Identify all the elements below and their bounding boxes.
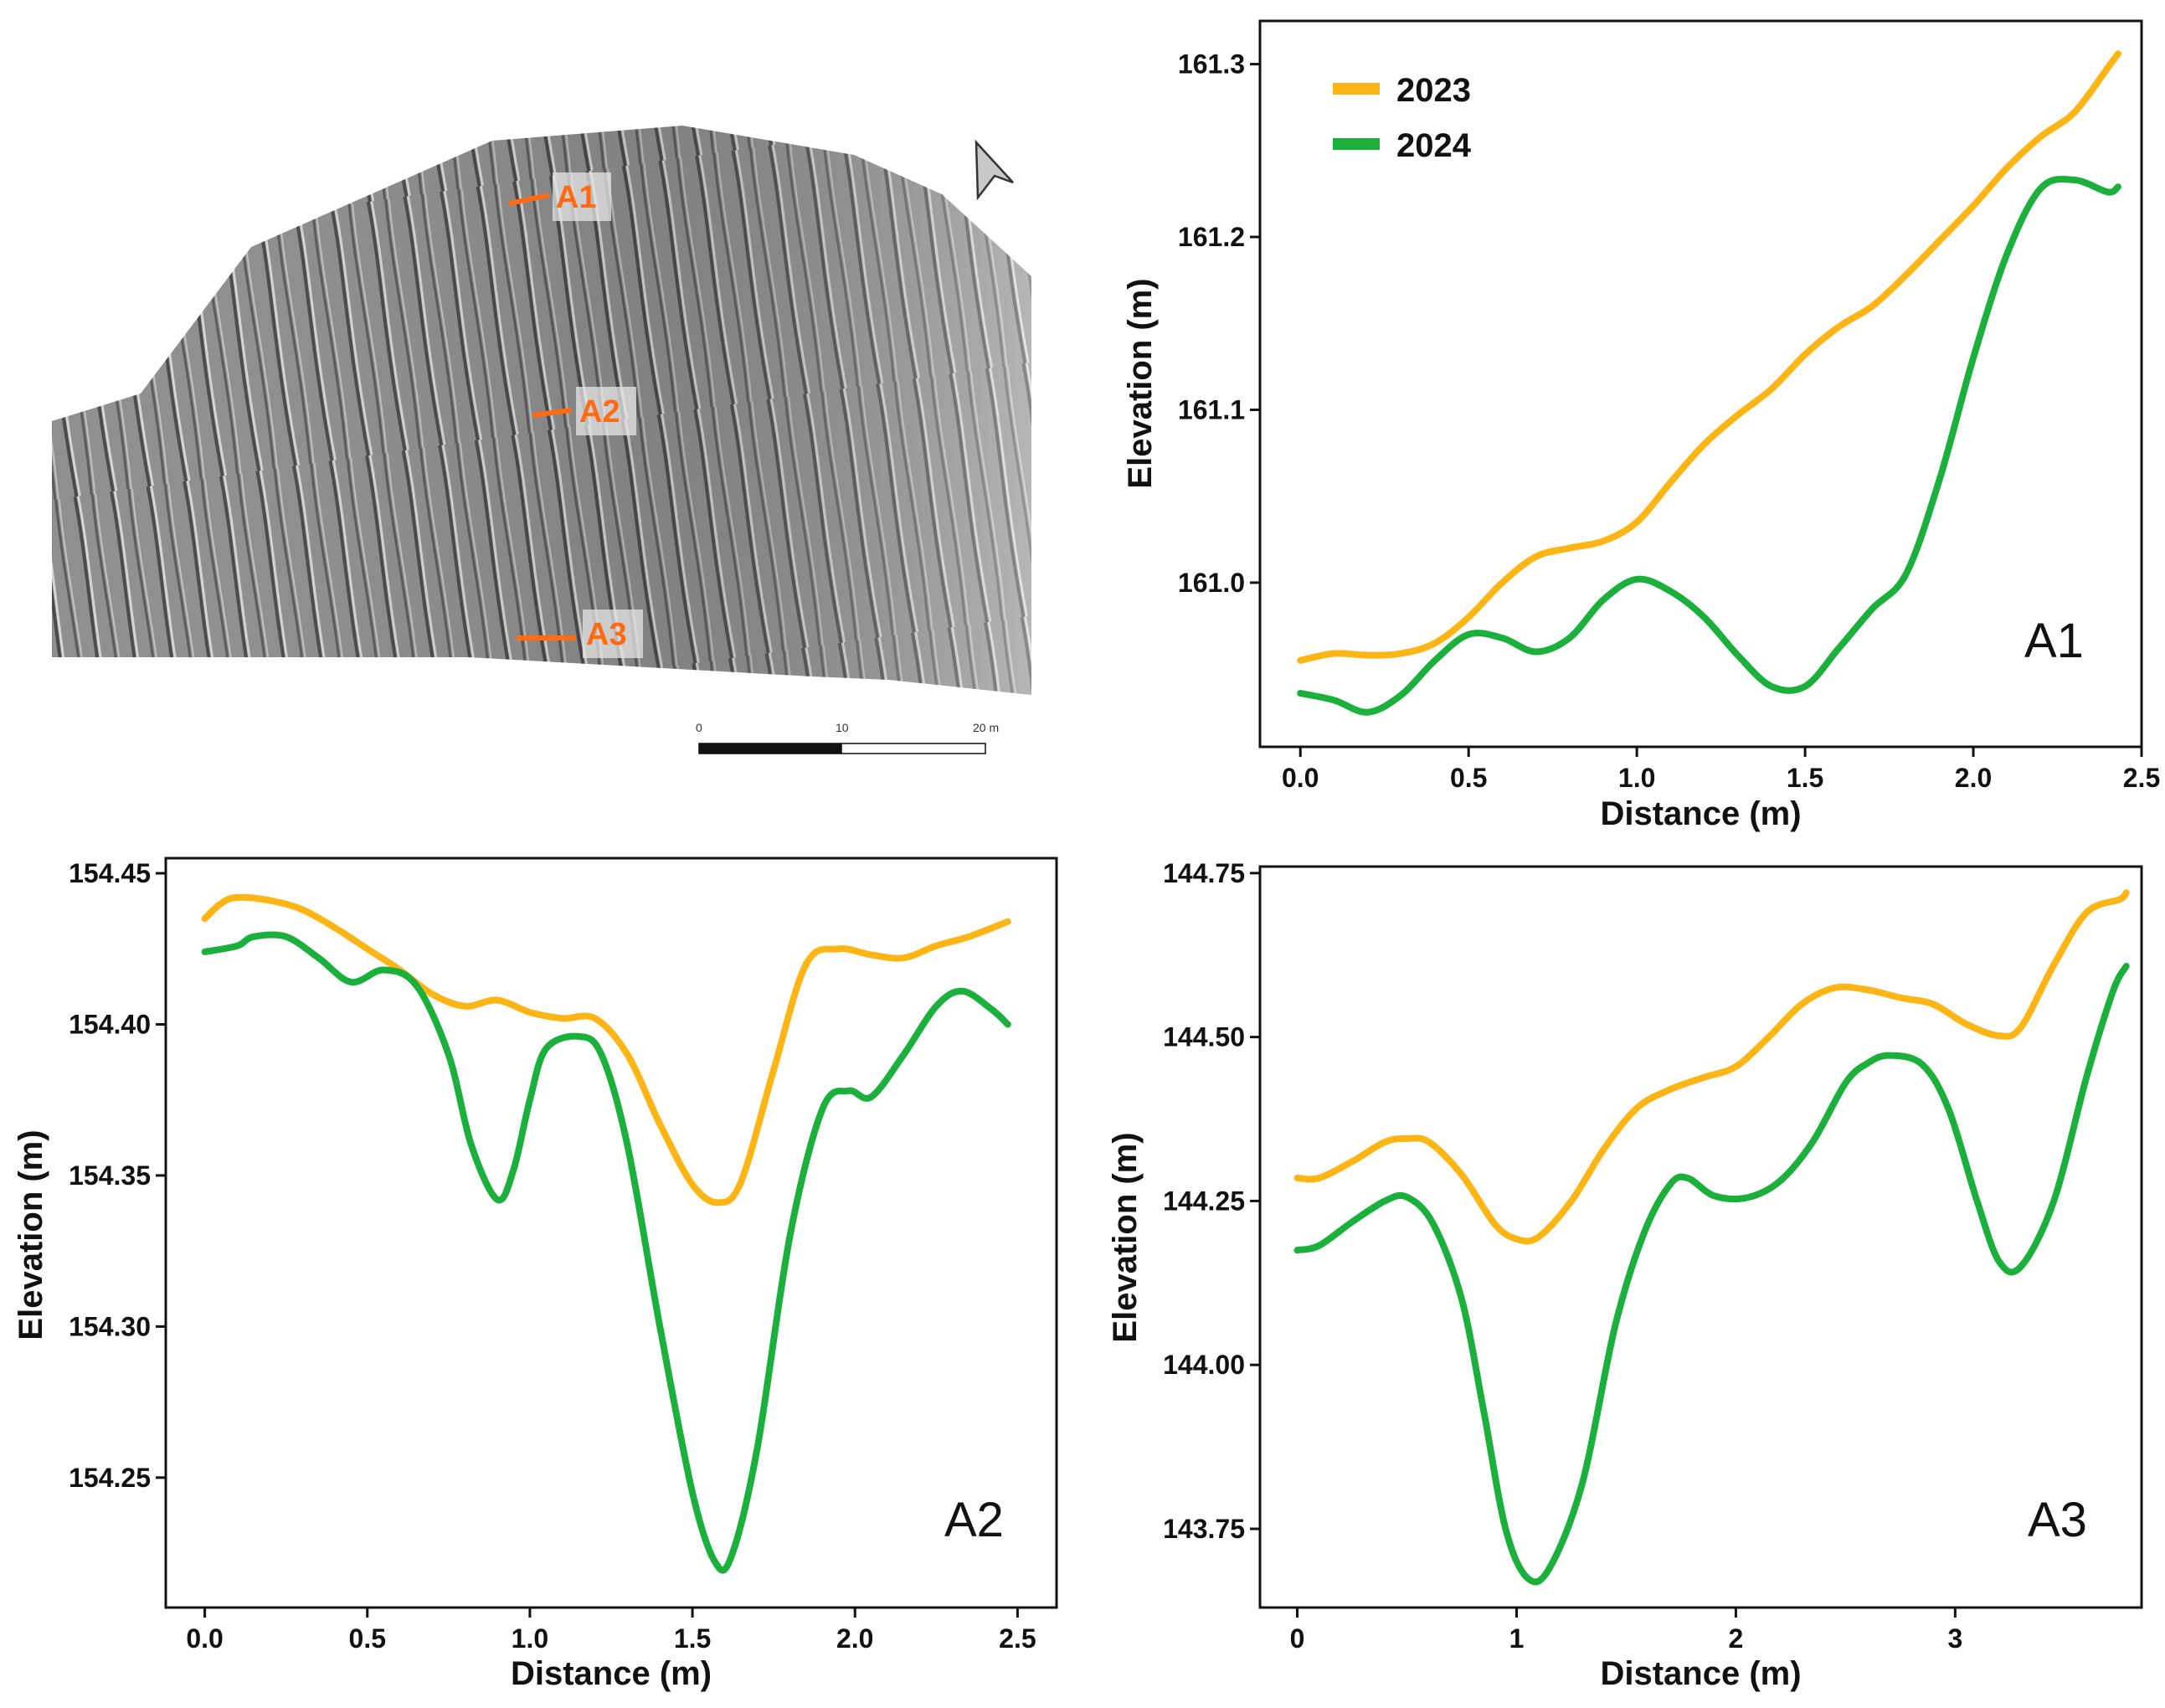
map-label-a1: A1 — [556, 180, 597, 215]
y-tick-label-a3-0: 143.75 — [1163, 1514, 1245, 1544]
x-tick-label-a2-0: 0.0 — [186, 1623, 223, 1654]
map-panel: A1 A2 A3 0 10 20 m — [52, 126, 1031, 754]
series-line-a3-2023 — [1293, 889, 2130, 1245]
scale-bar: 0 10 20 m — [696, 721, 999, 754]
series-line-a2-2024 — [201, 931, 1011, 1574]
series-line-a1-2024 — [1297, 175, 2121, 716]
chart-panel-a3: 0 1 2 3 143.75 144.00 144.25 144.50 144.75 Distan… — [1107, 858, 2143, 1692]
map-label-a2: A2 — [579, 394, 620, 430]
profile-line-a1 — [508, 193, 550, 206]
x-tick-label-a1-5: 2.5 — [2123, 763, 2160, 793]
y-tick-label-a1-3: 161.3 — [1178, 49, 1245, 80]
y-tick-label-a3-4: 144.75 — [1163, 858, 1245, 888]
legend: 2023 2024 — [1333, 72, 1472, 164]
map-label-box-a3 — [583, 610, 643, 658]
y-tick-label-a1-2: 161.2 — [1178, 222, 1245, 252]
panel-label-a1: A1 — [2024, 614, 2084, 668]
x-tick-label-a1-4: 2.0 — [1955, 763, 1992, 793]
profile-line-a2 — [532, 408, 572, 418]
x-tick-label-a2-3: 1.5 — [674, 1623, 711, 1654]
x-tick-label-a1-1: 0.5 — [1450, 763, 1487, 793]
x-tick-label-a2-5: 2.5 — [999, 1623, 1036, 1654]
plot-frame-a3 — [1258, 865, 2143, 1609]
scale-bar-white — [841, 743, 986, 754]
x-tick-label-a1-3: 1.5 — [1787, 763, 1823, 793]
chart-panel-a1: 0.0 0.5 1.0 1.5 2.0 2.5 161.0 161.1 161.2 161.3 Di… — [1122, 19, 2160, 832]
y-axis-label-a3: Elevation (m) — [1107, 1132, 1144, 1342]
scale-tick-0: 0 — [696, 721, 702, 734]
x-tick-label-a2-1: 0.5 — [349, 1623, 386, 1654]
panel-label-a3: A3 — [2028, 1493, 2087, 1547]
x-axis-label-a1: Distance (m) — [1600, 795, 1801, 832]
series-line-a3-2024 — [1293, 963, 2130, 1586]
series-line-a1-2023 — [1297, 50, 2121, 664]
y-tick-label-a2-4: 154.45 — [69, 858, 151, 888]
hillshade-overlay — [52, 126, 1031, 695]
x-tick-label-a3-2: 2 — [1729, 1623, 1744, 1654]
x-tick-label-a2-2: 1.0 — [512, 1623, 548, 1654]
x-tick-label-a3-1: 1 — [1509, 1623, 1525, 1654]
x-tick-label-a3-0: 0 — [1290, 1623, 1305, 1654]
y-tick-label-a3-1: 144.00 — [1163, 1350, 1245, 1380]
y-tick-label-a1-0: 161.0 — [1178, 568, 1245, 598]
x-tick-label-a1-2: 1.0 — [1618, 763, 1655, 793]
y-tick-label-a2-3: 154.40 — [69, 1009, 151, 1039]
legend-label-2023: 2023 — [1396, 72, 1471, 109]
plot-frame-a2 — [164, 857, 1058, 1609]
map-label-box-a1 — [553, 172, 611, 221]
chart-panel-a2: 0.0 0.5 1.0 1.5 2.0 2.5 154.25 154.30 154.35 154.… — [13, 857, 1058, 1692]
scale-tick-20m: 20 m — [973, 721, 999, 734]
x-tick-label-a3-3: 3 — [1947, 1623, 1962, 1654]
y-tick-label-a3-3: 144.50 — [1163, 1022, 1245, 1052]
plot-frame-a1 — [1258, 19, 2143, 749]
y-axis-label-a2: Elevation (m) — [13, 1129, 49, 1340]
y-tick-label-a2-2: 154.35 — [69, 1160, 151, 1191]
y-axis-label-a1: Elevation (m) — [1122, 278, 1159, 488]
y-tick-label-a2-0: 154.25 — [69, 1463, 151, 1493]
series-line-a2-2023 — [201, 893, 1011, 1206]
x-tick-label-a2-4: 2.0 — [836, 1623, 873, 1654]
north-arrow-icon — [975, 139, 1014, 201]
x-tick-label-a1-0: 0.0 — [1282, 763, 1319, 793]
legend-label-2024: 2024 — [1396, 127, 1472, 164]
scale-tick-10: 10 — [836, 721, 849, 734]
y-tick-label-a1-1: 161.1 — [1178, 394, 1245, 424]
y-tick-label-a2-1: 154.30 — [69, 1311, 151, 1341]
x-axis-label-a3: Distance (m) — [1600, 1655, 1801, 1692]
scale-bar-black — [698, 743, 842, 754]
map-label-box-a2 — [576, 387, 636, 435]
map-label-a3: A3 — [586, 617, 627, 652]
x-axis-label-a2: Distance (m) — [511, 1655, 712, 1692]
panel-label-a2: A2 — [944, 1493, 1004, 1547]
y-tick-label-a3-2: 144.25 — [1163, 1186, 1245, 1216]
